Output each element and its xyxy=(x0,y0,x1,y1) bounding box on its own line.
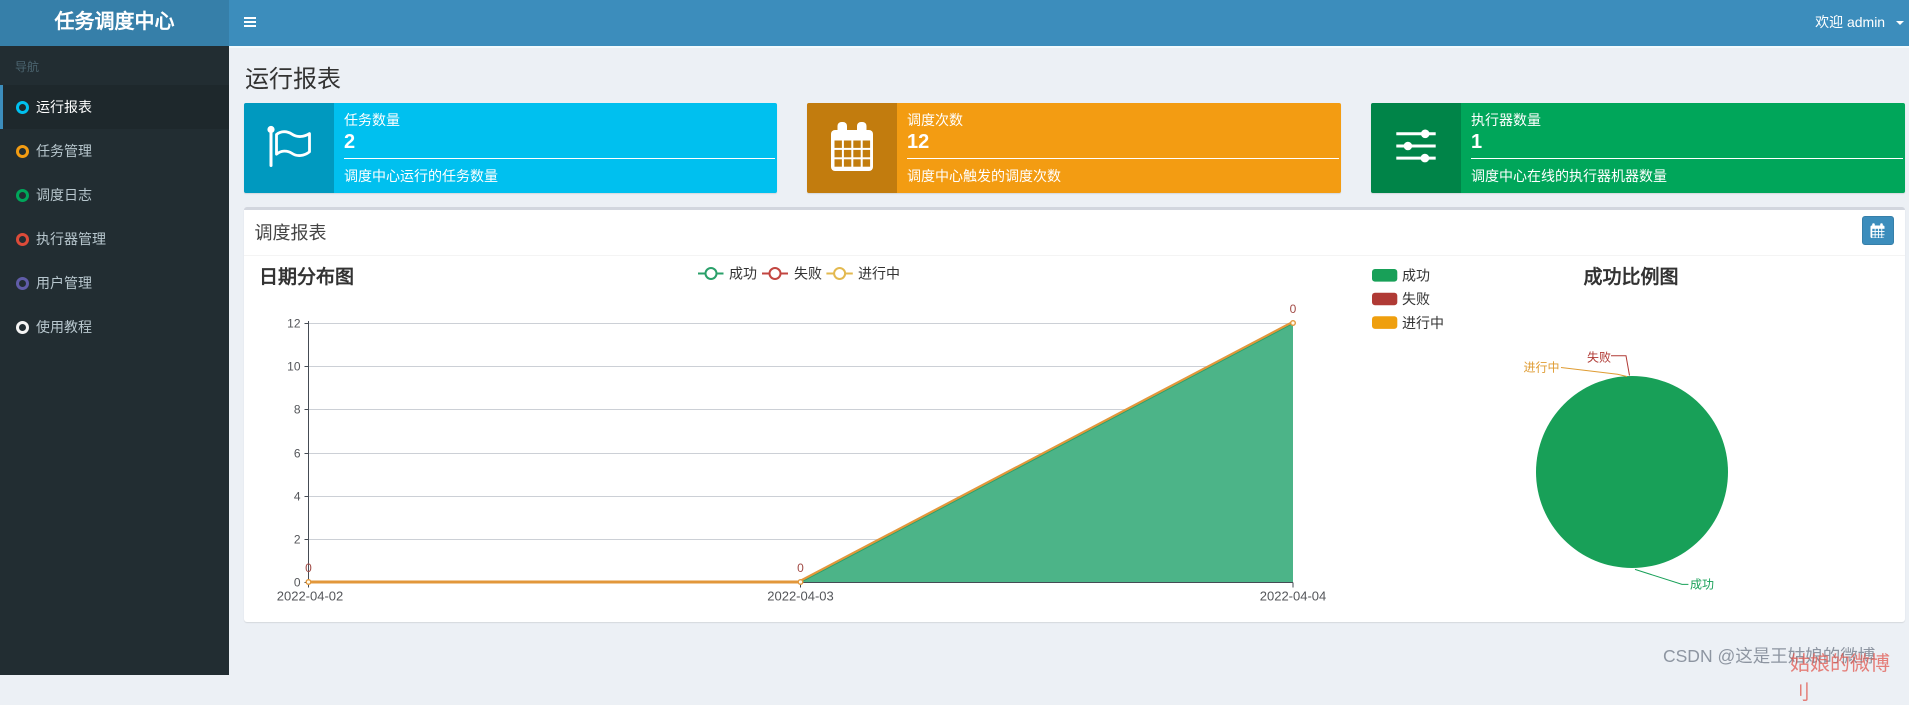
svg-text:进行中: 进行中 xyxy=(1523,360,1559,375)
svg-text:0: 0 xyxy=(797,561,804,575)
svg-text:成功: 成功 xyxy=(1690,578,1714,592)
svg-text:2: 2 xyxy=(294,533,301,547)
svg-text:0: 0 xyxy=(294,576,301,590)
svg-text:2022-04-04: 2022-04-04 xyxy=(1260,589,1327,604)
svg-text:10: 10 xyxy=(287,360,301,374)
svg-text:12: 12 xyxy=(287,317,301,331)
svg-text:成功: 成功 xyxy=(1402,268,1430,284)
svg-text:4: 4 xyxy=(294,490,301,504)
svg-text:失败: 失败 xyxy=(794,266,822,282)
svg-text:失败: 失败 xyxy=(1402,291,1430,307)
svg-text:8: 8 xyxy=(294,403,301,417)
svg-text:0: 0 xyxy=(1290,302,1297,316)
svg-text:进行中: 进行中 xyxy=(1402,315,1444,331)
svg-text:0: 0 xyxy=(305,561,312,575)
svg-text:2022-04-03: 2022-04-03 xyxy=(767,589,834,604)
svg-text:成功: 成功 xyxy=(729,266,757,282)
svg-text:失败: 失败 xyxy=(1587,350,1611,365)
svg-text:进行中: 进行中 xyxy=(858,266,900,282)
svg-text:2022-04-02: 2022-04-02 xyxy=(277,589,344,604)
svg-text:6: 6 xyxy=(294,447,301,461)
